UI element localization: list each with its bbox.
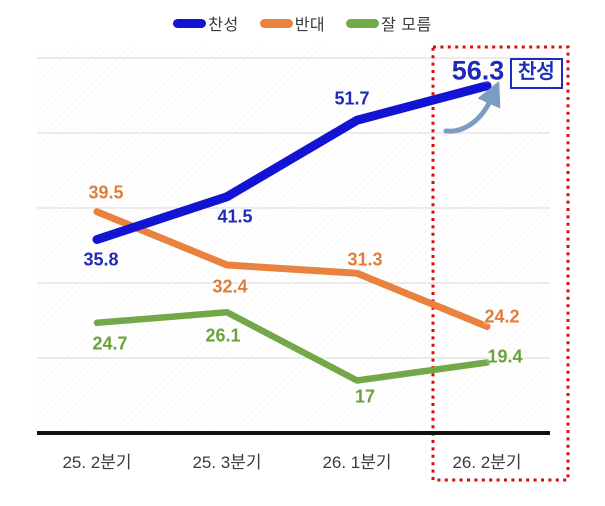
data-label-approve: 35.8 xyxy=(83,249,119,269)
highlight-box xyxy=(431,45,570,482)
annotation-callout: 찬성 xyxy=(510,58,563,89)
x-axis-label: 26. 1분기 xyxy=(322,453,392,472)
trend-arrow-icon xyxy=(443,80,501,134)
legend: 찬성 반대 잘 모름 xyxy=(0,11,605,35)
series-line-oppose xyxy=(93,208,491,330)
approve-line-swatch-icon xyxy=(173,18,207,28)
series-line-dont-know xyxy=(93,309,491,384)
data-label-oppose: 32.4 xyxy=(212,276,248,297)
legend-item-oppose: 반대 xyxy=(259,11,326,35)
dont-know-line-swatch-icon xyxy=(346,18,380,28)
data-label-approve: 51.7 xyxy=(334,88,370,109)
data-label-oppose: 31.3 xyxy=(347,249,383,270)
legend-item-dont-know: 잘 모름 xyxy=(346,11,432,35)
data-label-approve: 56.3 xyxy=(451,55,505,86)
series-line-approve xyxy=(92,81,492,244)
data-label-oppose: 39.5 xyxy=(88,182,124,203)
data-label-oppose: 24.2 xyxy=(484,306,520,326)
oppose-line-swatch-icon xyxy=(259,18,293,28)
data-label-dont-know: 17 xyxy=(354,386,376,406)
x-axis-label: 25. 2분기 xyxy=(62,453,132,472)
data-label-dont-know: 24.7 xyxy=(92,333,128,354)
data-label-dont-know: 26.1 xyxy=(205,325,241,346)
legend-label-dont-know: 잘 모름 xyxy=(381,17,432,34)
x-axis-label: 25. 3분기 xyxy=(192,453,262,472)
annotation-label: 찬성 xyxy=(518,61,555,83)
data-label-dont-know: 19.4 xyxy=(487,346,523,366)
x-axis-label: 26. 2분기 xyxy=(452,453,522,472)
data-label-approve: 41.5 xyxy=(217,206,253,227)
legend-item-approve: 찬성 xyxy=(173,11,238,35)
legend-label-approve: 찬성 xyxy=(208,17,239,34)
legend-label-oppose: 반대 xyxy=(294,17,326,34)
